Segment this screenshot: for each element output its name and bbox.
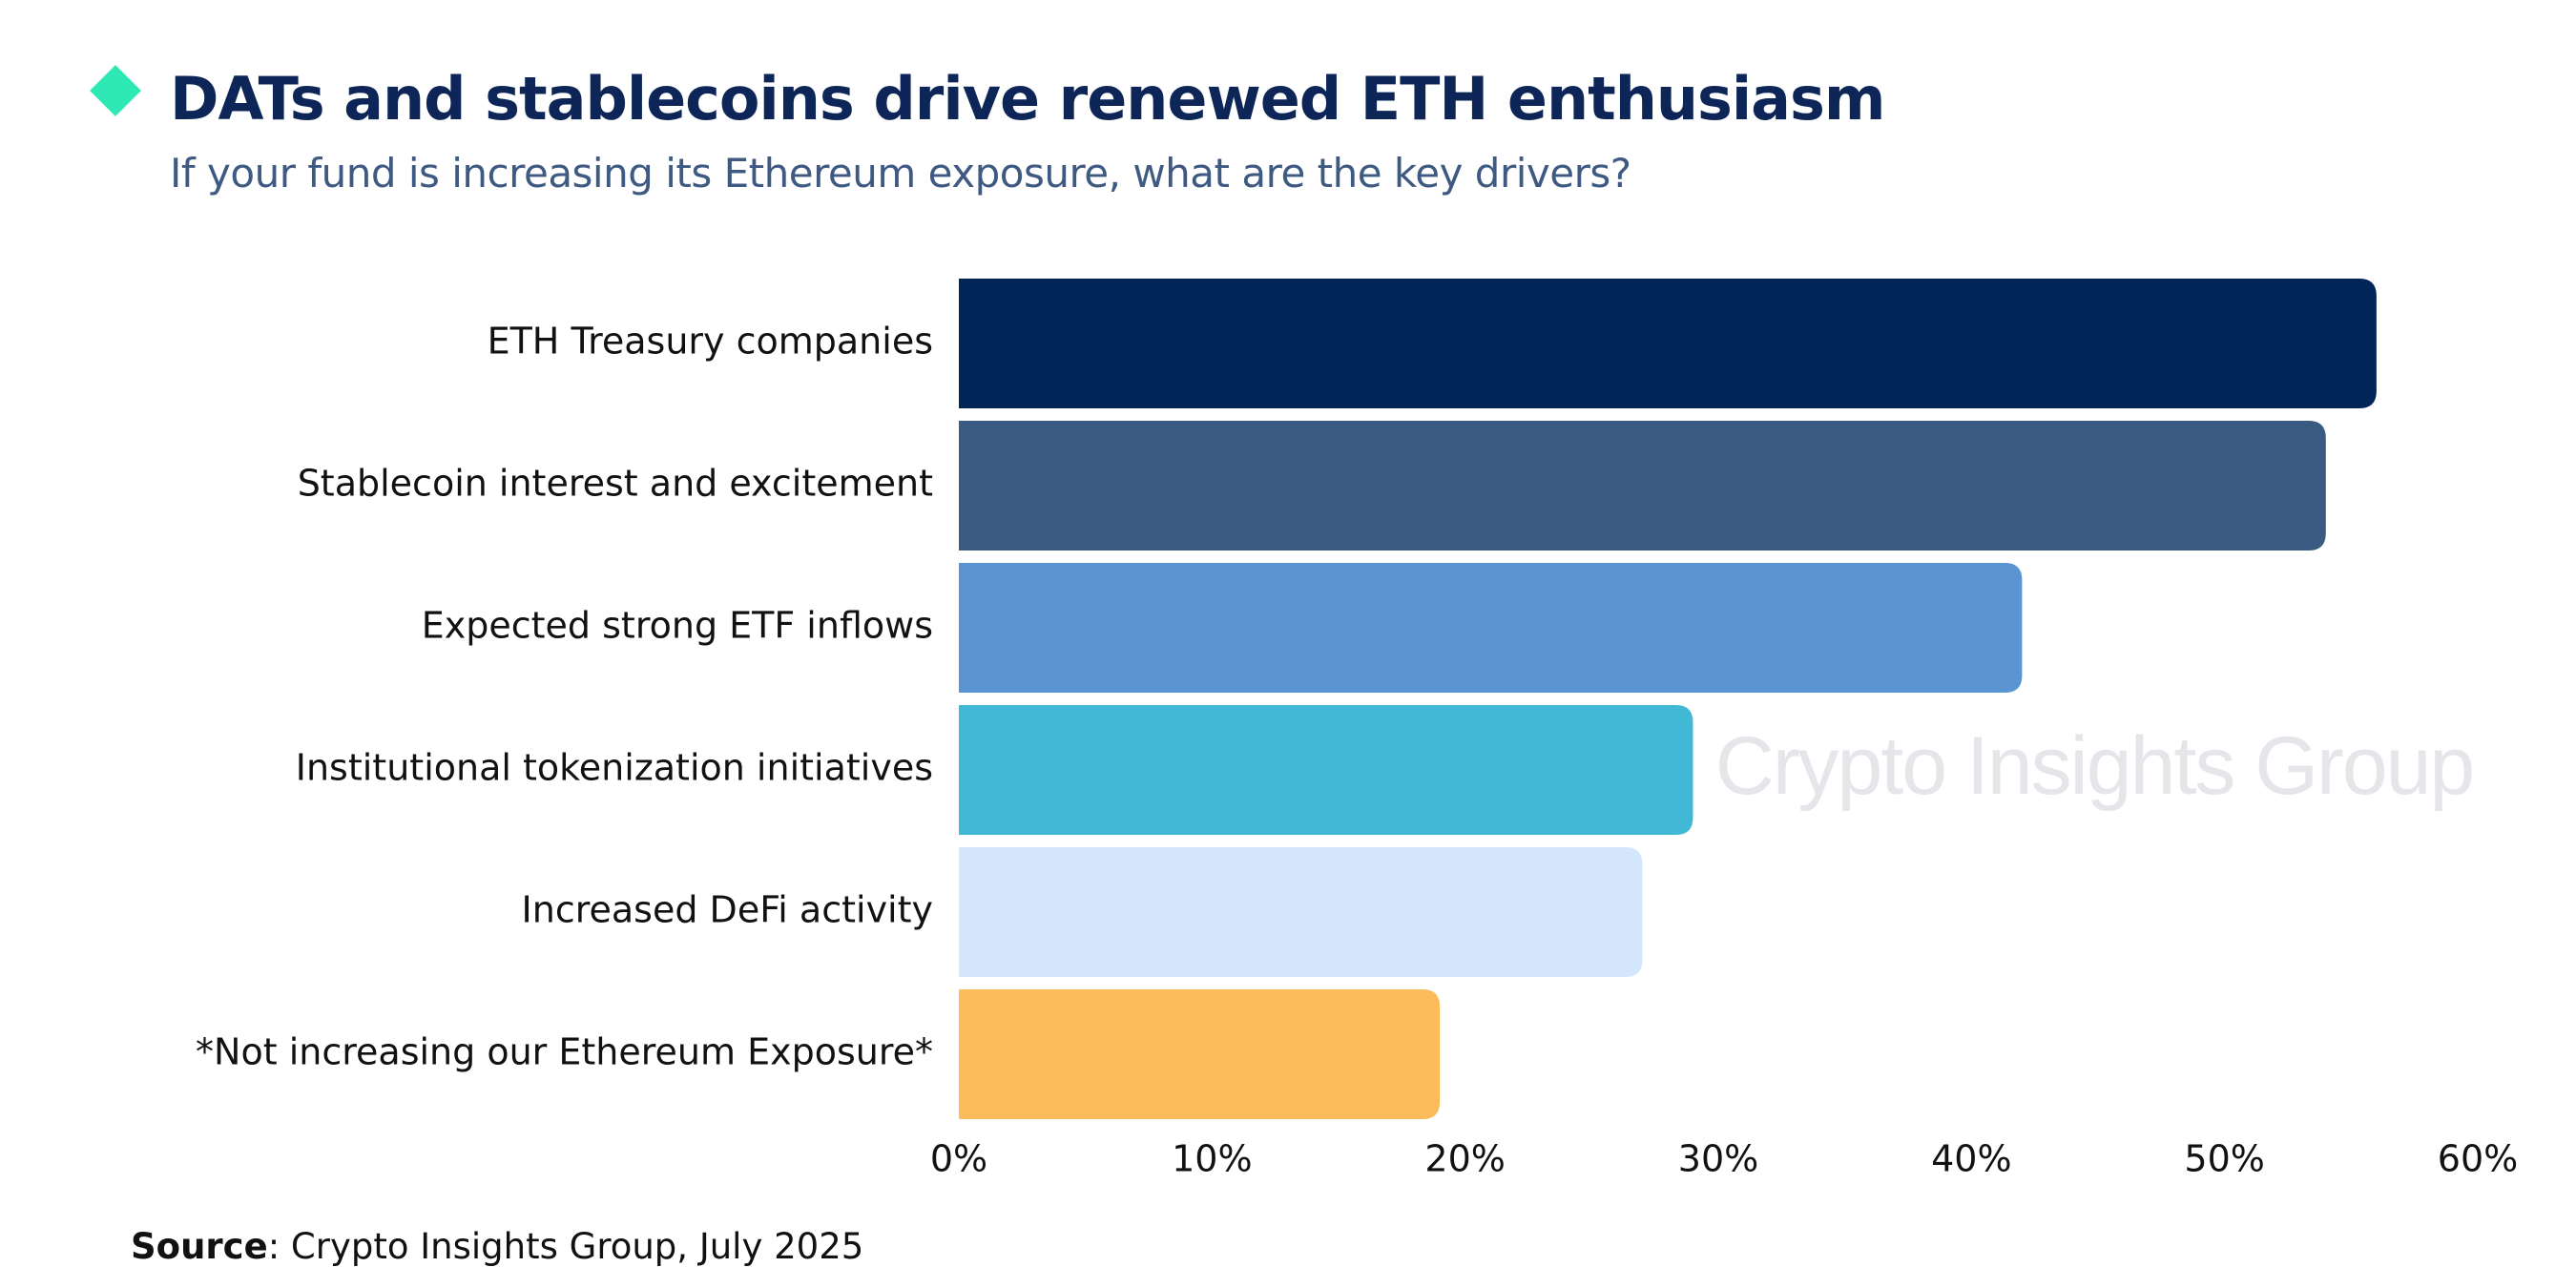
x-tick-label: 30% — [1678, 1138, 1758, 1180]
source-text: : Crypto Insights Group, July 2025 — [267, 1226, 864, 1267]
x-tick-label: 20% — [1424, 1138, 1505, 1180]
x-tick-label: 60% — [2438, 1138, 2518, 1180]
bars-group — [959, 279, 2377, 1119]
category-label: Increased DeFi activity — [522, 889, 933, 931]
x-tick-label: 0% — [930, 1138, 987, 1180]
bar-2 — [959, 421, 2326, 551]
bar-3 — [959, 563, 2023, 693]
category-label: Stablecoin interest and excitement — [298, 463, 933, 505]
x-tick-label: 10% — [1172, 1138, 1252, 1180]
watermark: Crypto Insights Group — [1715, 720, 2473, 812]
source-label: Source — [131, 1226, 268, 1267]
bar-6 — [959, 989, 1441, 1119]
chart-subtitle: If your fund is increasing its Ethereum … — [170, 150, 1631, 197]
category-label: *Not increasing our Ethereum Exposure* — [196, 1031, 933, 1073]
source-note: Source: Crypto Insights Group, July 2025 — [131, 1223, 863, 1271]
category-labels: ETH Treasury companies Stablecoin interes… — [196, 321, 933, 1073]
category-label: Institutional tokenization initiatives — [296, 747, 933, 789]
x-axis-tick-labels: 0% 10% 20% 30% 40% 50% 60% — [930, 1138, 2518, 1180]
bar-5 — [959, 847, 1643, 977]
category-label: Expected strong ETF inflows — [422, 605, 933, 647]
category-label: ETH Treasury companies — [488, 321, 933, 363]
x-tick-label: 50% — [2184, 1138, 2264, 1180]
bar-4 — [959, 705, 1693, 835]
chart-title: DATs and stablecoins drive renewed ETH e… — [170, 64, 1885, 134]
bar-1 — [959, 279, 2377, 408]
x-tick-label: 40% — [1931, 1138, 2011, 1180]
